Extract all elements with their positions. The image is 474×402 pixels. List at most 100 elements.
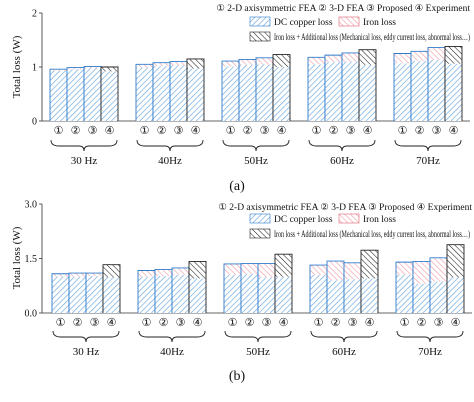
panel-b-group-brace (52, 330, 120, 343)
panel-b-category-label: 60Hz (332, 346, 356, 358)
panel-a-bar-dc-copper (445, 63, 462, 121)
panel-b-bar-dc-copper (275, 276, 292, 313)
panel-b-bar-iron-additional (189, 261, 206, 279)
panel-a-method-marker: ① (226, 125, 236, 137)
panel-b-bar-iron (413, 261, 430, 284)
panel-b-bar-dc-copper (69, 276, 86, 313)
panel-b-legend-label-add: Iron loss + Additional loss (Mechanical … (274, 229, 470, 239)
panel-a-method-marker: ② (71, 125, 81, 137)
panel-a-bar-dc-copper (67, 69, 84, 121)
panel-b-bar-iron-additional (447, 244, 464, 278)
panel-b-bar-dc-copper (138, 276, 155, 313)
panel-a-bar-iron (411, 51, 428, 62)
panel-a-group-brace (50, 139, 118, 152)
panel-b-bar-dc-copper (224, 274, 241, 313)
panel-b-ytick-label: 1.5 (25, 254, 38, 265)
panel-a-method-marker: ④ (363, 125, 373, 137)
panel-a-category-label: 60Hz (330, 155, 354, 167)
panel-b-category-label: 30 Hz (73, 346, 100, 358)
panel-a-method-marker: ② (415, 125, 425, 137)
panel-b-method-marker: ③ (262, 317, 272, 329)
panel-a-legend-swatch-dc (249, 16, 271, 27)
panel-b-bar-dc-copper (430, 281, 447, 313)
panel-a-bar-dc-copper (359, 64, 376, 121)
panel-b-bar-dc-copper (86, 275, 103, 313)
panel-a-bar-dc-copper (394, 63, 411, 121)
panel-a-bar-iron (153, 62, 170, 66)
panel-b-caption: (b) (229, 369, 246, 384)
panel-a-method-marker: ② (329, 125, 339, 137)
panel-a-method-marker: ③ (88, 125, 98, 137)
panel-a-method-marker: ③ (174, 125, 184, 137)
panel-b-bar-dc-copper (103, 277, 120, 313)
panel-b: ① 2-D axisymmetric FEA ② 3-D FEA ③ Propo… (11, 200, 472, 385)
panel-b-method-marker: ② (331, 317, 341, 329)
panel-b-category-label: 50Hz (246, 346, 270, 358)
panel-a-bar-dc-copper (411, 61, 428, 121)
panel-a-bar-iron (342, 52, 359, 62)
panel-a-bar-dc-copper (222, 66, 239, 121)
panel-a-legend-swatch-add (249, 31, 271, 42)
panel-b-bar-dc-copper (447, 277, 464, 313)
panel-b-method-marker: ① (314, 317, 324, 329)
panel-a-method-marker: ③ (260, 125, 270, 137)
panel-a-bar-iron (50, 69, 67, 71)
panel-a-bar-iron (170, 61, 187, 66)
panel-b-bar-total-outline (446, 244, 465, 313)
panel-b-method-marker: ③ (90, 317, 100, 329)
panel-b-method-marker: ① (56, 317, 66, 329)
panel-b-method-marker: ③ (176, 317, 186, 329)
panel-b-bar-iron (86, 273, 103, 276)
panel-b-method-legend: ① 2-D axisymmetric FEA ② 3-D FEA ③ Propo… (218, 202, 472, 213)
panel-a-bar-dc-copper (342, 61, 359, 121)
panel-a-bar-iron (84, 66, 101, 69)
panel-a-bar-dc-copper (101, 71, 118, 121)
panel-a-ytick-label: 2 (32, 9, 37, 20)
panel-a-bar-iron (67, 67, 84, 70)
panel-a-method-marker: ④ (277, 125, 287, 137)
panel-a-caption: (a) (229, 179, 245, 194)
panel-a-bar-dc-copper (308, 64, 325, 121)
panel-b-category-label: 40Hz (160, 346, 184, 358)
panel-b-group-brace (396, 330, 464, 343)
panel-a-y-label: Total loss (W) (11, 35, 23, 98)
panel-a-bar-total-outline (358, 49, 377, 121)
panel-b-method-marker: ② (417, 317, 427, 329)
panel-a-method-marker: ③ (432, 125, 442, 137)
panel-a-bar-iron (308, 57, 325, 65)
panel-a-method-marker: ② (157, 125, 167, 137)
panel-a-bar-iron (428, 47, 445, 60)
panel-b-bar-iron (344, 262, 361, 280)
panel-a-category-label: 40Hz (158, 155, 182, 167)
panel-a-method-marker: ① (54, 125, 64, 137)
panel-a-bar-dc-copper (84, 68, 101, 121)
panel-a-bar-total-outline (186, 58, 205, 121)
panel-a-group-brace (136, 139, 204, 152)
panel-a-ytick-label: 1 (32, 63, 37, 74)
panel-b-method-marker: ② (159, 317, 169, 329)
panel-b-legend-swatch-dc (249, 213, 271, 224)
panel-a-category-label: 70Hz (416, 155, 440, 167)
panel-a-legend-swatch-iron (338, 16, 360, 27)
panel-b-bar-iron (138, 270, 155, 277)
panel-b-method-marker: ④ (365, 317, 375, 329)
panel-b-bar-total-outline (188, 260, 207, 313)
panel-b-bar-iron (430, 257, 447, 282)
panel-a-bar-iron (394, 53, 411, 64)
panel-b-method-marker: ③ (434, 317, 444, 329)
panel-a-method-marker: ④ (105, 125, 115, 137)
panel-a-bar-dc-copper (153, 65, 170, 121)
panel-a-bar-iron (239, 59, 256, 65)
panel-a-method-marker: ① (140, 125, 150, 137)
panel-b-bar-dc-copper (361, 278, 378, 313)
panel-a-category-label: 30 Hz (71, 155, 98, 167)
panel-b-bar-iron (52, 273, 69, 277)
panel-a-bar-iron-additional (273, 54, 290, 67)
panel-b-method-marker: ④ (279, 317, 289, 329)
panel-b-bar-dc-copper (413, 283, 430, 313)
panel-b-bar-iron-additional (361, 250, 378, 279)
panel-b-bar-dc-copper (189, 278, 206, 313)
panel-a-bar-dc-copper (187, 68, 204, 121)
panel-b-bar-iron (310, 265, 327, 275)
